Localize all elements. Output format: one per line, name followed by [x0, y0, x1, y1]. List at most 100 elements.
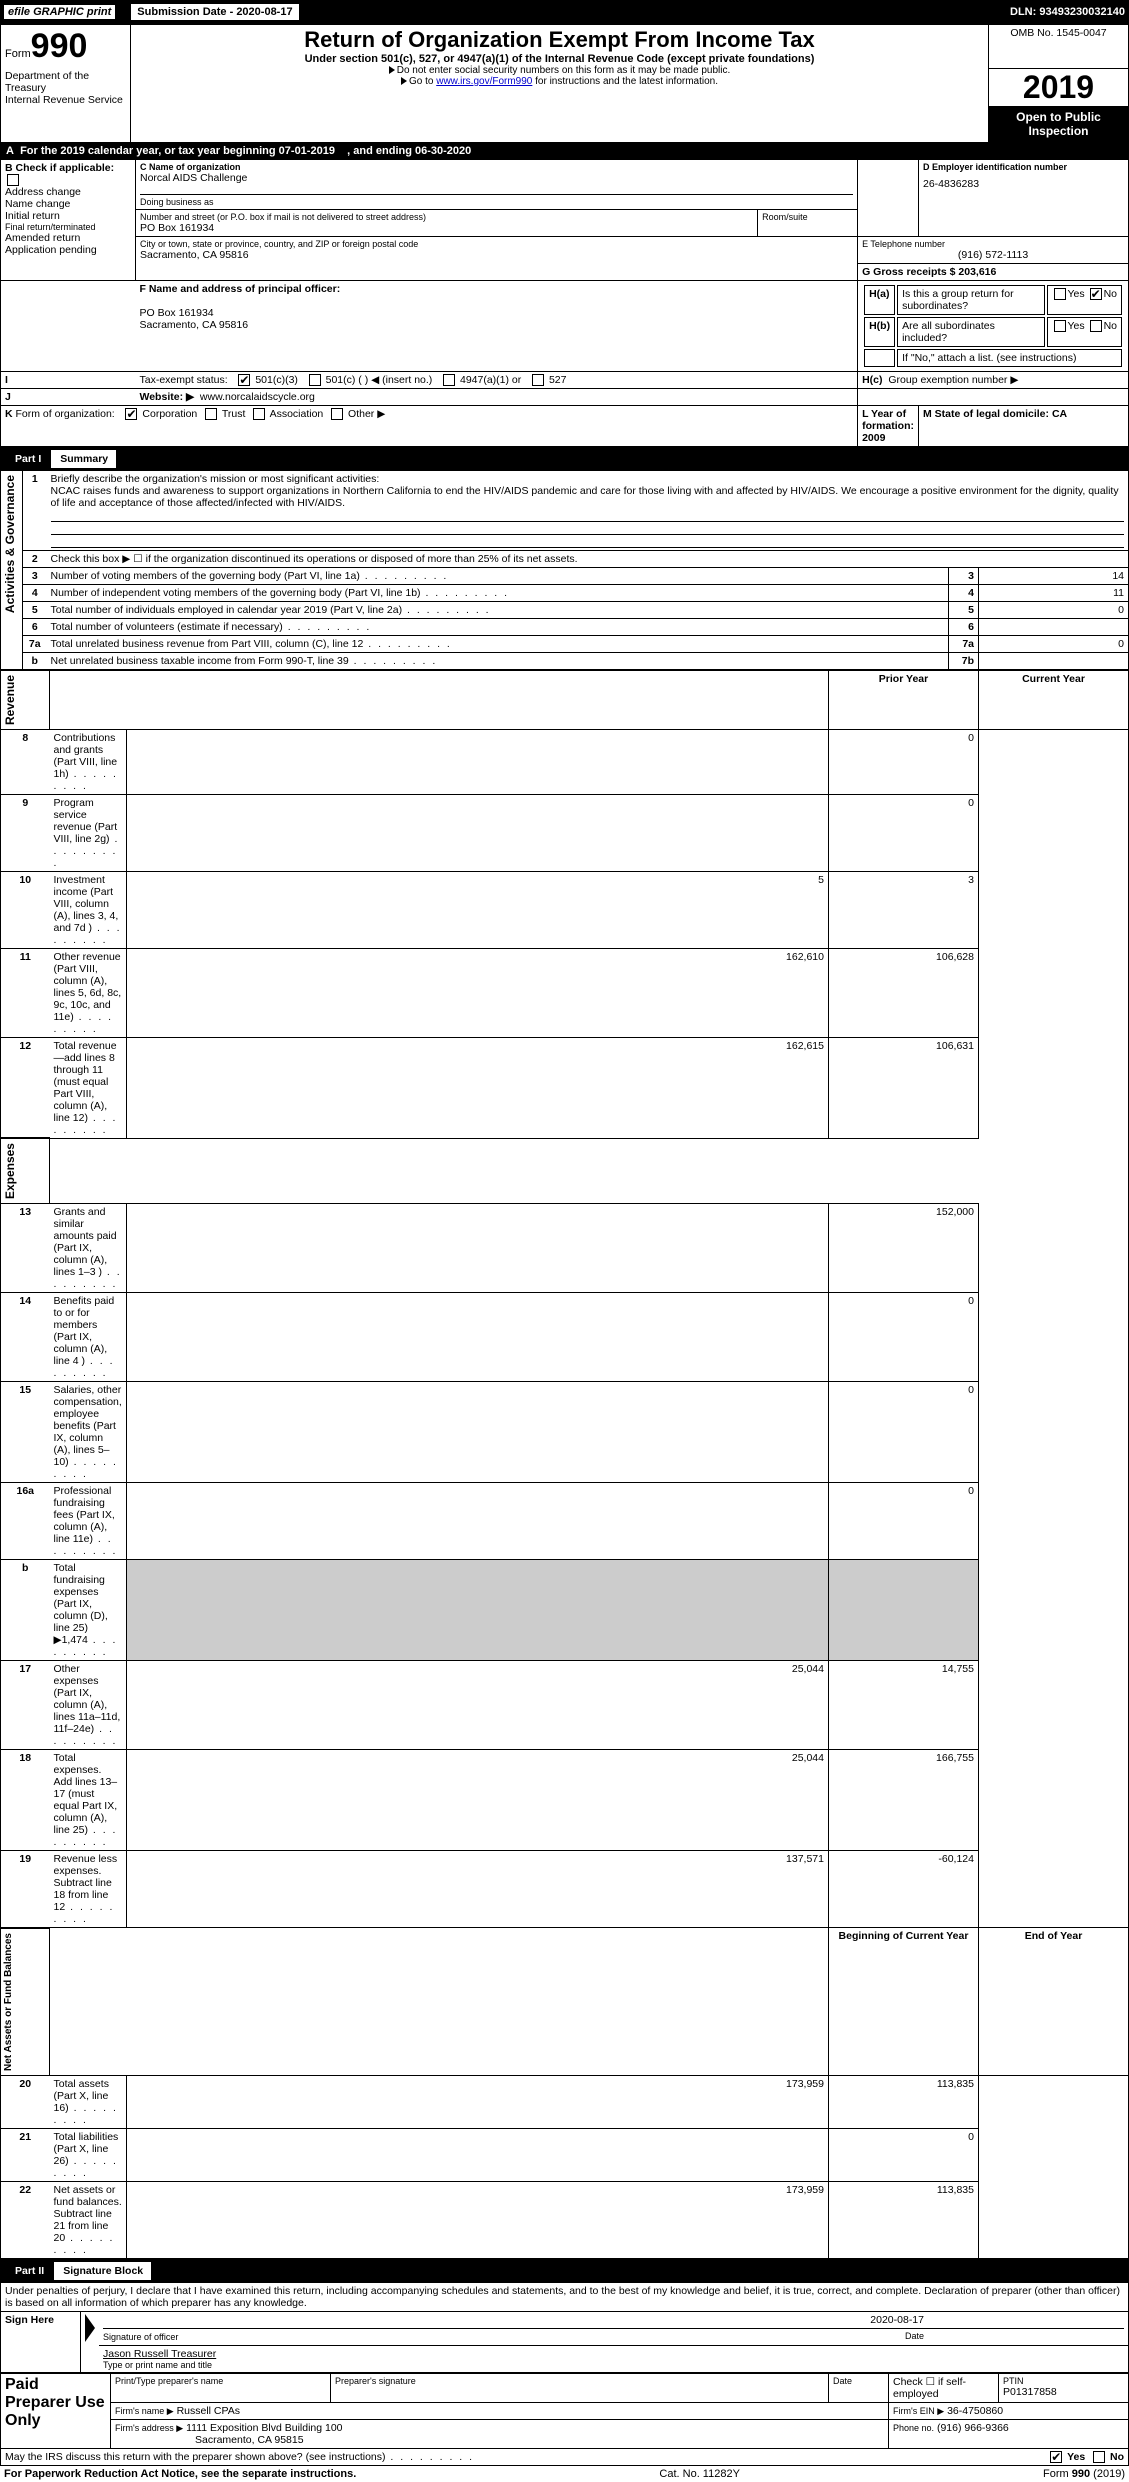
part2-title: Signature Block [55, 2262, 151, 2280]
efile-label: efile GRAPHIC print [4, 5, 115, 19]
ein: 26-4836283 [923, 178, 1124, 190]
preparer-table: Paid Preparer Use Only Print/Type prepar… [0, 2373, 1129, 2466]
footer: For Paperwork Reduction Act Notice, see … [0, 2466, 1129, 2482]
row-12: 12Total revenue—add lines 8 through 11 (… [1, 1037, 1129, 1138]
row-20: 20Total assets (Part X, line 16)173,9591… [1, 2075, 1129, 2128]
gross-receipts: G Gross receipts $ 203,616 [858, 263, 1129, 280]
submission-date: Submission Date - 2020-08-17 [129, 2, 300, 22]
part1-table: Part ISummary Activities & Governance 1 … [0, 447, 1129, 670]
ha-yes[interactable] [1054, 288, 1066, 300]
sign-arrow-icon [85, 2314, 95, 2342]
self-emp: Check ☐ if self-employed [889, 2373, 999, 2402]
vlabel-ag: Activities & Governance [1, 471, 19, 617]
ptin: P01317858 [1003, 2386, 1124, 2398]
opt-pend: Application pending [5, 244, 131, 256]
ha1: Is this a group return for [902, 288, 1013, 300]
chk-trust[interactable] [205, 408, 217, 420]
ha2: subordinates? [902, 300, 968, 312]
ptin-l: PTIN [1003, 2376, 1124, 2386]
row-5: 5Total number of individuals employed in… [1, 601, 1129, 618]
addr-label: Number and street (or P.O. box if mail i… [140, 212, 753, 222]
form-title: Return of Organization Exempt From Incom… [135, 27, 984, 53]
ha-no[interactable] [1090, 288, 1102, 300]
row-8: 8Contributions and grants (Part VIII, li… [1, 729, 1129, 794]
form-number: Form990 [5, 48, 87, 60]
opt-addr: Address change [5, 186, 131, 198]
top-bar: efile GRAPHIC print Submission Date - 20… [0, 0, 1129, 24]
firm-name: Russell CPAs [177, 2405, 240, 2417]
irs: Internal Revenue Service [5, 94, 126, 106]
row-14: 14Benefits paid to or for members (Part … [1, 1293, 1129, 1382]
firm-city: Sacramento, CA 95815 [195, 2434, 304, 2446]
penalties-text: Under penalties of perjury, I declare th… [1, 2282, 1129, 2311]
chk-527[interactable] [532, 374, 544, 386]
website: www.norcalaidscycle.org [200, 391, 315, 403]
name-label: Type or print name and title [103, 2360, 1124, 2370]
part2-table: Part IISignature Block Under penalties o… [0, 2259, 1129, 2373]
row-21: 21Total liabilities (Part X, line 26)0 [1, 2128, 1129, 2181]
row-15: 15Salaries, other compensation, employee… [1, 1382, 1129, 1483]
chk-assoc[interactable] [253, 408, 265, 420]
city: Sacramento, CA 95816 [140, 249, 853, 261]
dept: Department of the Treasury [5, 70, 126, 94]
row-A: A For the 2019 calendar year, or tax yea… [0, 143, 1129, 159]
discuss-no[interactable] [1093, 2451, 1105, 2463]
prep-sig-h: Preparer's signature [335, 2376, 824, 2386]
e-label: E Telephone number [862, 239, 1124, 249]
l2: Check this box ▶ ☐ if the organization d… [47, 550, 1129, 567]
dln: DLN: 93493230032140 [1010, 6, 1125, 18]
discuss-yes[interactable] [1050, 2451, 1062, 2463]
chk-other[interactable] [331, 408, 343, 420]
col-eoy: End of Year [979, 1928, 1129, 2076]
hb-no[interactable] [1090, 320, 1102, 332]
row-b: bTotal fundraising expenses (Part IX, co… [1, 1560, 1129, 1661]
chk-4947[interactable] [443, 374, 455, 386]
chk-corp[interactable] [125, 408, 137, 420]
opt-init: Initial return [5, 210, 131, 222]
form-subtitle: Under section 501(c), 527, or 4947(a)(1)… [135, 53, 984, 65]
row-9: 9Program service revenue (Part VIII, lin… [1, 794, 1129, 871]
hc: Group exemption number ▶ [888, 374, 1018, 386]
f-addr1: PO Box 161934 [140, 307, 854, 319]
irs-link[interactable]: www.irs.gov/Form990 [436, 76, 532, 87]
vlabel-rev: Revenue [1, 671, 19, 729]
f-addr2: Sacramento, CA 95816 [140, 319, 854, 331]
faddr-l: Firm's address ▶ [115, 2423, 183, 2433]
row-7b: bNet unrelated business taxable income f… [1, 652, 1129, 669]
note-1: Do not enter social security numbers on … [135, 65, 984, 76]
part1-title: Summary [52, 450, 116, 468]
vlabel-exp: Expenses [1, 1139, 19, 1203]
hb-yes[interactable] [1054, 320, 1066, 332]
sig-label: Signature of officer [103, 2332, 178, 2342]
chk-501c[interactable] [309, 374, 321, 386]
row-19: 19Revenue less expenses. Subtract line 1… [1, 1851, 1129, 1928]
dba-label: Doing business as [140, 197, 853, 207]
info-block: B Check if applicable: Address change Na… [0, 159, 1129, 447]
k-label: Form of organization: [16, 408, 115, 420]
sign-here: Sign Here [1, 2311, 81, 2372]
col-boy: Beginning of Current Year [829, 1928, 979, 2076]
row-6: 6Total number of volunteers (estimate if… [1, 618, 1129, 635]
chk-addr[interactable] [7, 174, 19, 186]
room: Room/suite [762, 212, 853, 222]
prep-name-h: Print/Type preparer's name [115, 2376, 326, 2386]
part2-label: Part II [5, 2262, 55, 2280]
footer-right: Form 990 (2019) [1043, 2468, 1125, 2480]
discuss: May the IRS discuss this return with the… [5, 2451, 474, 2463]
date-label: Date [905, 2331, 924, 2341]
addr: PO Box 161934 [140, 222, 753, 234]
row-10: 10Investment income (Part VIII, column (… [1, 871, 1129, 948]
col-prior: Prior Year [829, 670, 979, 729]
i-label: Tax-exempt status: [140, 374, 228, 386]
paid-title: Paid Preparer Use Only [1, 2373, 111, 2448]
ein-l: Firm's EIN ▶ [893, 2406, 944, 2416]
row-16a: 16aProfessional fundraising fees (Part I… [1, 1483, 1129, 1560]
header-table: Form990 Return of Organization Exempt Fr… [0, 24, 1129, 143]
b-label: Check if applicable: [16, 162, 115, 174]
vlabel-na: Net Assets or Fund Balances [1, 1929, 16, 2075]
opt-final: Final return/terminated [5, 222, 131, 232]
m-state: M State of legal domicile: CA [919, 405, 1129, 446]
row-3: 3Number of voting members of the governi… [1, 567, 1129, 584]
firm-phone: (916) 966-9366 [937, 2422, 1009, 2434]
chk-501c3[interactable] [238, 374, 250, 386]
